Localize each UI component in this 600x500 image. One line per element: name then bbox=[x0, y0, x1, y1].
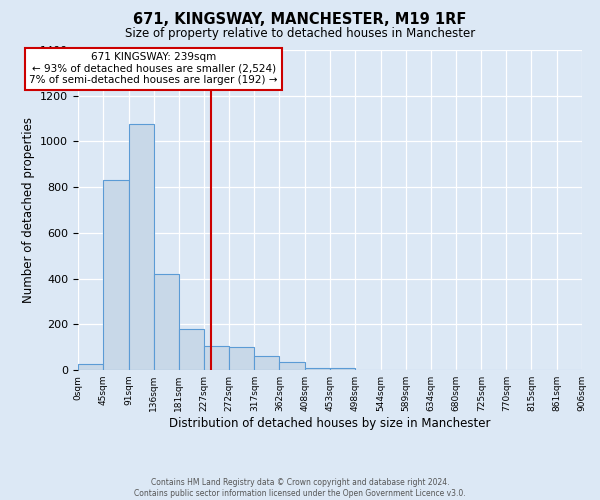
Text: 671, KINGSWAY, MANCHESTER, M19 1RF: 671, KINGSWAY, MANCHESTER, M19 1RF bbox=[133, 12, 467, 28]
Bar bbox=[330, 368, 355, 370]
Bar bbox=[305, 368, 330, 370]
Bar bbox=[154, 274, 179, 370]
Bar bbox=[254, 356, 280, 370]
Bar bbox=[204, 346, 229, 370]
Text: Size of property relative to detached houses in Manchester: Size of property relative to detached ho… bbox=[125, 28, 475, 40]
Bar bbox=[280, 362, 305, 370]
Text: Contains HM Land Registry data © Crown copyright and database right 2024.
Contai: Contains HM Land Registry data © Crown c… bbox=[134, 478, 466, 498]
Bar bbox=[179, 329, 204, 370]
Y-axis label: Number of detached properties: Number of detached properties bbox=[22, 117, 35, 303]
Bar bbox=[229, 347, 254, 370]
Text: 671 KINGSWAY: 239sqm
← 93% of detached houses are smaller (2,524)
7% of semi-det: 671 KINGSWAY: 239sqm ← 93% of detached h… bbox=[29, 52, 278, 86]
Bar bbox=[128, 124, 154, 370]
Bar bbox=[103, 180, 128, 370]
X-axis label: Distribution of detached houses by size in Manchester: Distribution of detached houses by size … bbox=[169, 417, 491, 430]
Bar bbox=[78, 364, 103, 370]
